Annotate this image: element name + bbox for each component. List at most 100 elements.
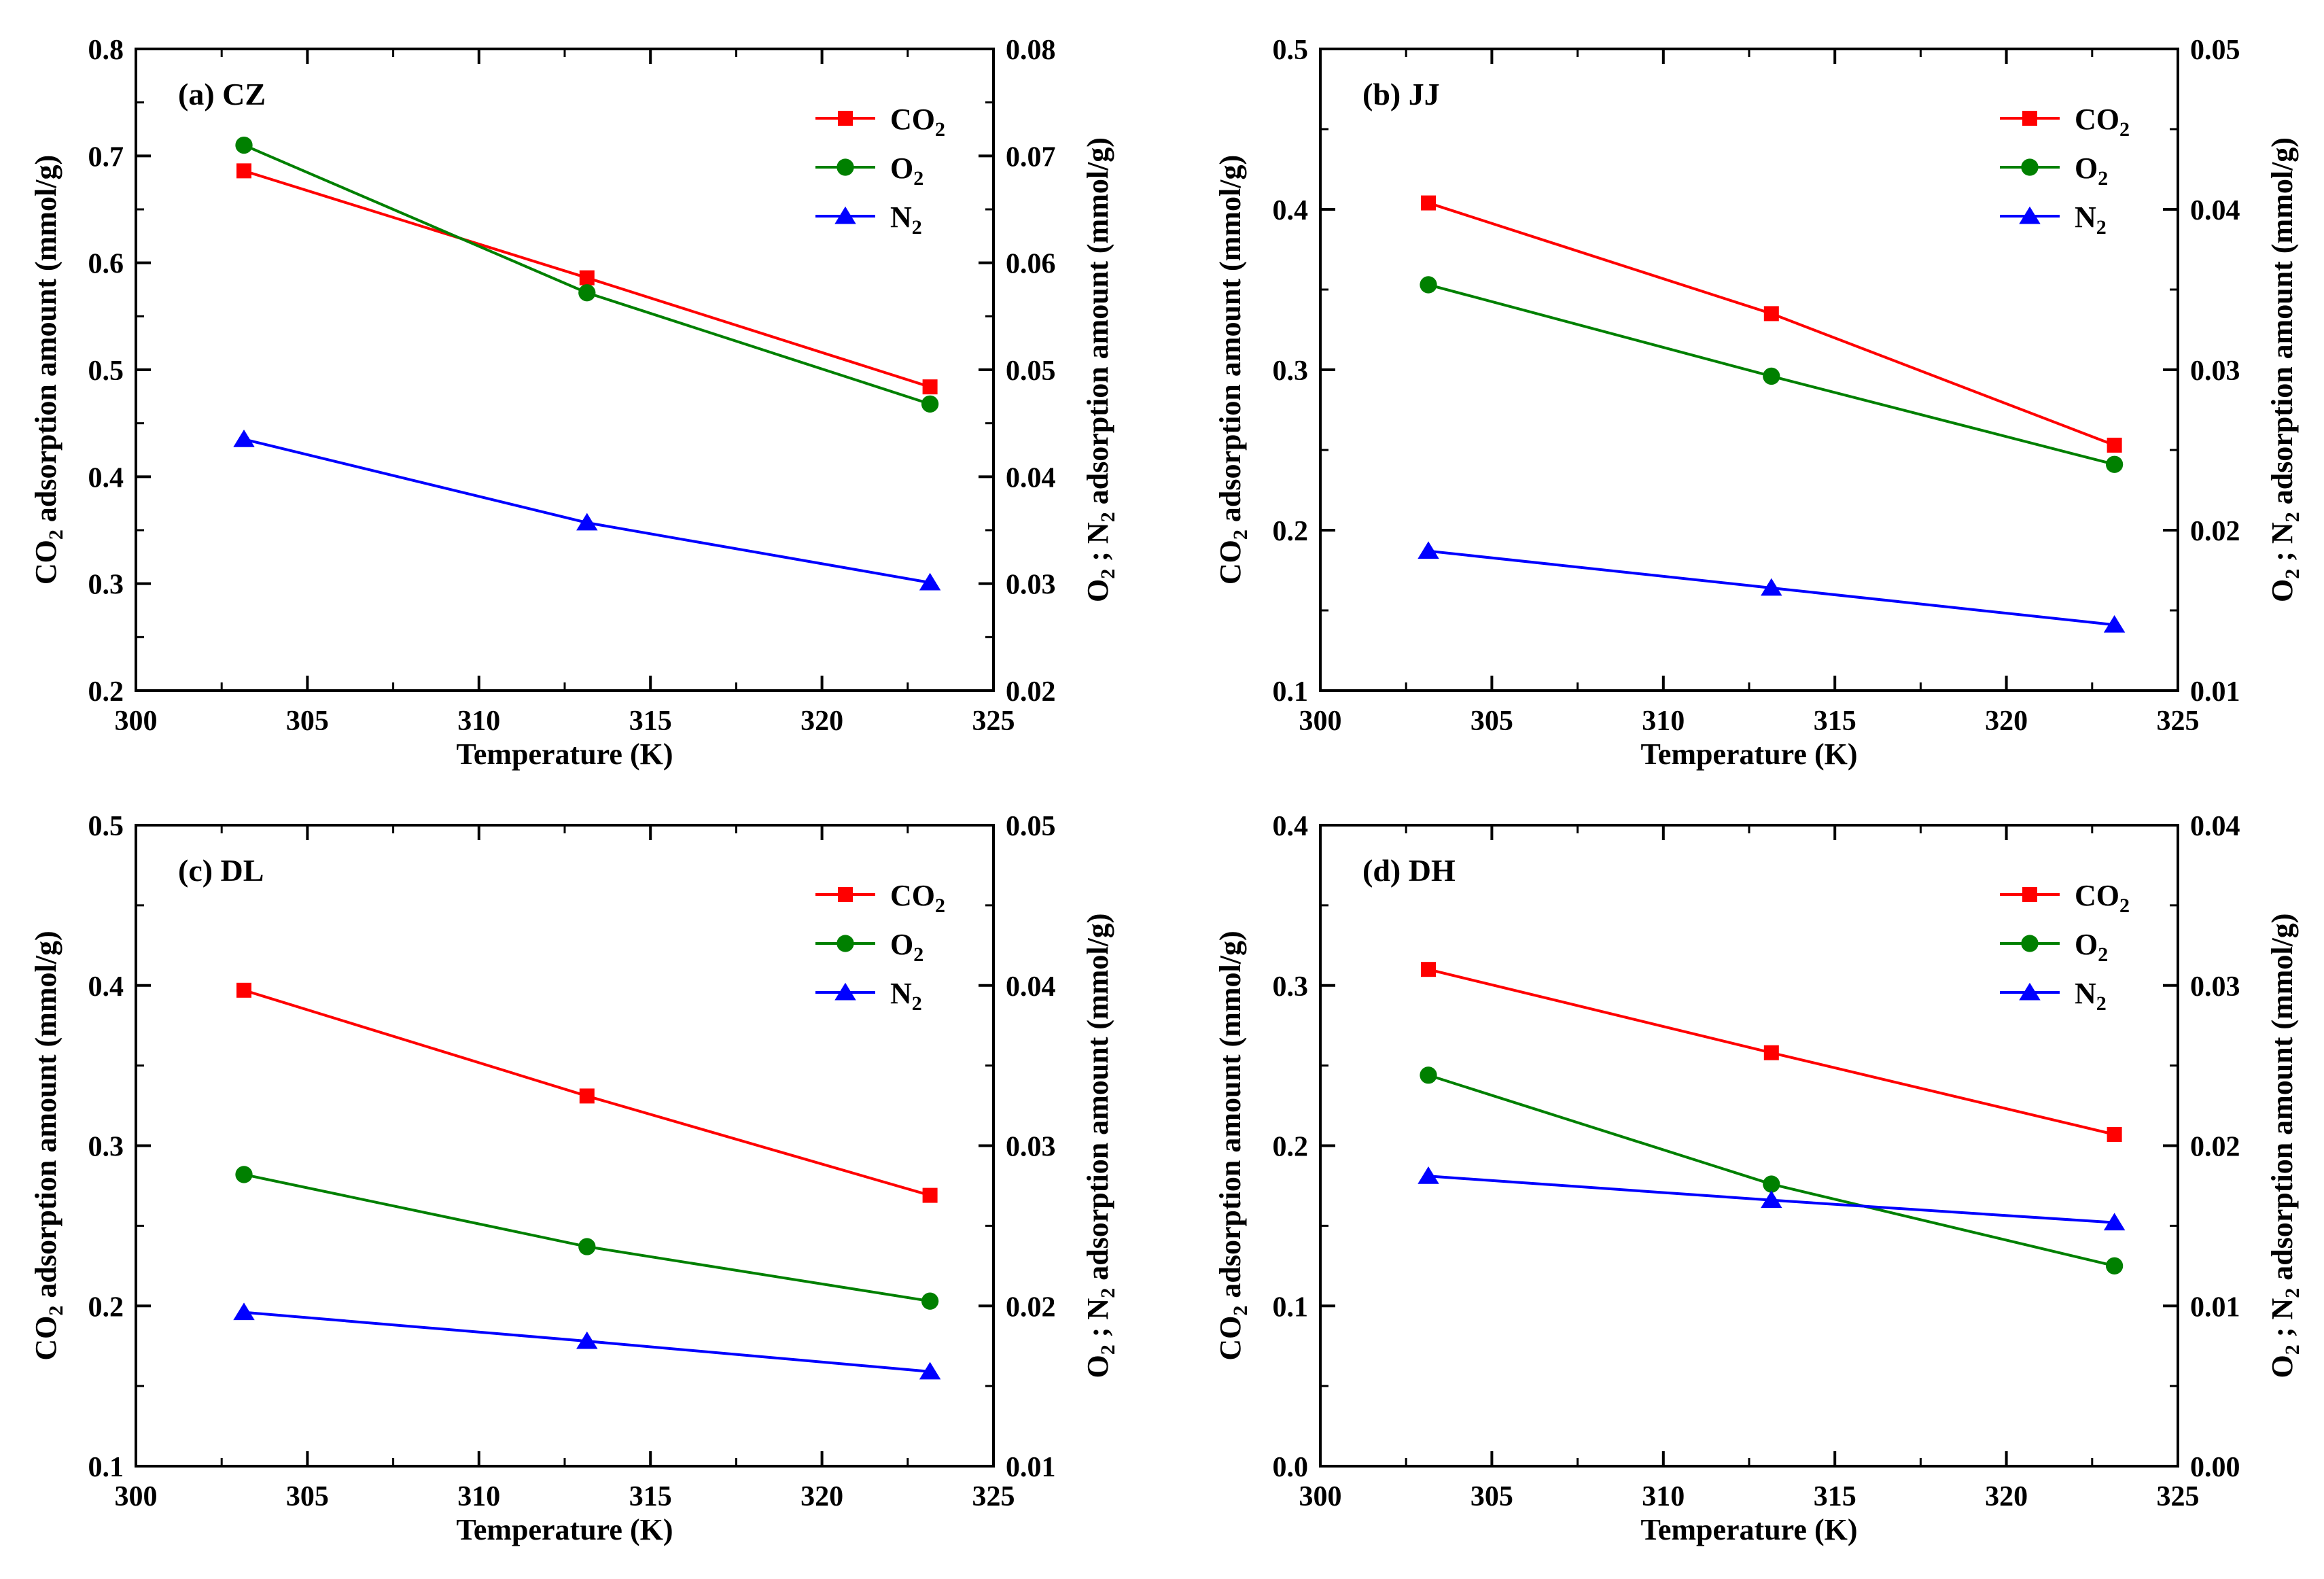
x-tick-label: 300 <box>115 1481 158 1512</box>
data-point <box>1418 1166 1439 1184</box>
y-label-suffix: adsorption amount (mmol/g) <box>1214 155 1247 530</box>
x-tick-label: 325 <box>972 1481 1015 1512</box>
legend-label-sub: 2 <box>935 895 945 917</box>
data-point <box>236 982 252 998</box>
y-tick-label: 0.2 <box>1273 516 1309 547</box>
x-tick-label: 315 <box>629 706 672 737</box>
series-o2 <box>235 1166 939 1310</box>
x-tick-label: 300 <box>1299 706 1342 737</box>
y-axis-label: CO2 adsorption amount (mmol/g) <box>1214 155 1252 585</box>
data-point <box>1763 1045 1779 1060</box>
panel-label: (c) DL <box>178 853 264 888</box>
y2-tick-label: 0.04 <box>1006 971 1056 1003</box>
series-o2 <box>1420 276 2124 473</box>
y-tick-label: 0.5 <box>1273 35 1309 66</box>
y2-label-mid: ; N <box>1081 522 1114 569</box>
data-point <box>1418 541 1439 559</box>
x-tick-label: 310 <box>457 706 500 737</box>
y-label-sub: 2 <box>45 1306 67 1316</box>
chart-panel-3: 300 305 310 315 320 325 Temperature (K) 0.1 0.01… <box>29 811 1119 1546</box>
y-label-sub: 2 <box>45 530 67 540</box>
data-point <box>2103 614 2126 633</box>
y2-tick-label: 0.07 <box>1006 141 1056 173</box>
x-tick-label: 315 <box>1814 706 1856 737</box>
series-o2 <box>1420 1066 2124 1274</box>
y2-label-sub2: 2 <box>1097 512 1119 522</box>
y2-axis-label: O2 ; N2 adsorption amount (mmol/g) <box>2266 137 2304 602</box>
data-point <box>233 429 255 447</box>
legend-label-sub: 2 <box>935 118 945 141</box>
series-line <box>243 438 930 585</box>
y2-tick-label: 0.05 <box>1006 355 1056 387</box>
data-point <box>578 1238 596 1255</box>
x-tick-label: 310 <box>1642 1481 1685 1512</box>
y-label-co: CO <box>1214 540 1247 585</box>
legend-entry: CO2 <box>815 103 945 141</box>
data-point <box>576 513 598 531</box>
y2-tick-label: 0.01 <box>1006 1452 1056 1483</box>
legend-entry: N2 <box>815 977 922 1015</box>
legend-entry: N2 <box>815 201 922 239</box>
y2-tick-label: 0.02 <box>2190 1132 2240 1163</box>
y-tick-label: 0.2 <box>88 676 124 708</box>
y2-tick-label: 0.04 <box>2190 811 2240 842</box>
y2-label-o: O <box>2266 579 2299 602</box>
y-axis-label: CO2 adsorption amount (mmol/g) <box>29 931 67 1360</box>
legend-label-sub: 2 <box>912 992 922 1015</box>
legend-label-name: CO <box>890 103 935 136</box>
legend-marker <box>2022 887 2037 902</box>
chart-panel-2: 300 305 310 315 320 325 Temperature (K) 0.1 0.01… <box>1214 35 2304 771</box>
legend-label-name: N <box>890 201 912 234</box>
data-point <box>1420 276 1437 294</box>
data-point <box>1421 962 1437 977</box>
legend-label-name: O <box>890 152 913 185</box>
y-tick-label: 0.0 <box>1273 1452 1309 1483</box>
data-point <box>1763 1175 1780 1193</box>
series-line <box>1428 201 2115 447</box>
y2-axis-label: O2 ; N2 adsorption amount (mmol/g) <box>1081 914 1119 1378</box>
y2-label-sub2: 2 <box>2281 512 2304 522</box>
legend-marker <box>838 887 853 902</box>
y2-label-suffix: adsorption amount (mmol/g) <box>2266 137 2299 512</box>
plot-frame <box>135 48 995 692</box>
plot-frame <box>135 824 995 1468</box>
data-point <box>2105 455 2124 473</box>
legend-label: CO2 <box>2075 103 2130 141</box>
y-tick-label: 0.1 <box>1273 1291 1309 1323</box>
y2-tick-label: 0.03 <box>1006 1132 1056 1163</box>
x-tick-label: 325 <box>972 706 1015 737</box>
y-tick-label: 0.3 <box>1273 971 1309 1003</box>
y2-tick-label: 0.06 <box>1006 249 1056 280</box>
y2-tick-label: 0.03 <box>2190 355 2240 387</box>
legend-marker <box>837 158 854 176</box>
data-point <box>2105 1257 2124 1274</box>
legend-marker <box>2021 158 2039 176</box>
x-tick-label: 310 <box>457 1481 500 1512</box>
y2-tick-label: 0.00 <box>2190 1452 2240 1483</box>
legend-entry: N2 <box>2000 977 2107 1015</box>
x-axis-label: Temperature (K) <box>457 738 673 771</box>
x-tick-label: 320 <box>800 706 843 737</box>
data-point <box>236 163 252 179</box>
legend-entry: O2 <box>815 928 923 966</box>
y-label-suffix: adsorption amount (mmol/g) <box>29 931 63 1305</box>
data-point <box>1761 578 1782 596</box>
y2-tick-label: 0.04 <box>1006 462 1056 493</box>
legend-marker <box>2021 935 2039 952</box>
data-point <box>922 1187 938 1203</box>
y-tick-label: 0.8 <box>88 35 124 66</box>
series-co2 <box>1421 195 2122 453</box>
series-n2 <box>1418 541 2126 633</box>
x-axis-label: Temperature (K) <box>1641 1513 1858 1546</box>
data-point <box>235 1166 253 1183</box>
y-tick-label: 0.4 <box>88 462 124 493</box>
legend-label-sub: 2 <box>2098 943 2108 966</box>
legend-entry: CO2 <box>2000 103 2130 141</box>
data-point <box>921 395 939 413</box>
x-tick-label: 300 <box>1299 1481 1342 1512</box>
x-tick-label: 305 <box>1471 706 1513 737</box>
legend-entry: CO2 <box>2000 879 2130 917</box>
data-point <box>919 1361 941 1380</box>
y-label-co: CO <box>29 1316 63 1361</box>
legend-label: O2 <box>890 928 923 966</box>
